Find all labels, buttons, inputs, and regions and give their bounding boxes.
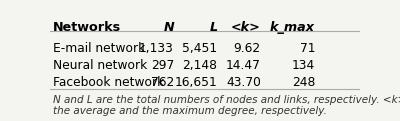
Text: N and L are the total numbers of nodes and links, respectively. <k> and k_max de: N and L are the total numbers of nodes a… (53, 94, 400, 105)
Text: E-mail network: E-mail network (53, 42, 145, 55)
Text: 16,651: 16,651 (175, 76, 218, 89)
Text: 71: 71 (300, 42, 315, 55)
Text: 9.62: 9.62 (234, 42, 261, 55)
Text: 297: 297 (151, 59, 174, 72)
Text: 43.70: 43.70 (226, 76, 261, 89)
Text: 2,148: 2,148 (182, 59, 218, 72)
Text: k_max: k_max (270, 21, 315, 34)
Text: L: L (209, 21, 218, 34)
Text: Facebook network: Facebook network (53, 76, 164, 89)
Text: 762: 762 (151, 76, 174, 89)
Text: 5,451: 5,451 (182, 42, 218, 55)
Text: 14.47: 14.47 (226, 59, 261, 72)
Text: 1,133: 1,133 (139, 42, 174, 55)
Text: 248: 248 (292, 76, 315, 89)
Text: the average and the maximum degree, respectively.: the average and the maximum degree, resp… (53, 106, 327, 116)
Text: Neural network: Neural network (53, 59, 147, 72)
Text: 134: 134 (292, 59, 315, 72)
Text: Networks: Networks (53, 21, 121, 34)
Text: N: N (163, 21, 174, 34)
Text: <k>: <k> (231, 21, 261, 34)
